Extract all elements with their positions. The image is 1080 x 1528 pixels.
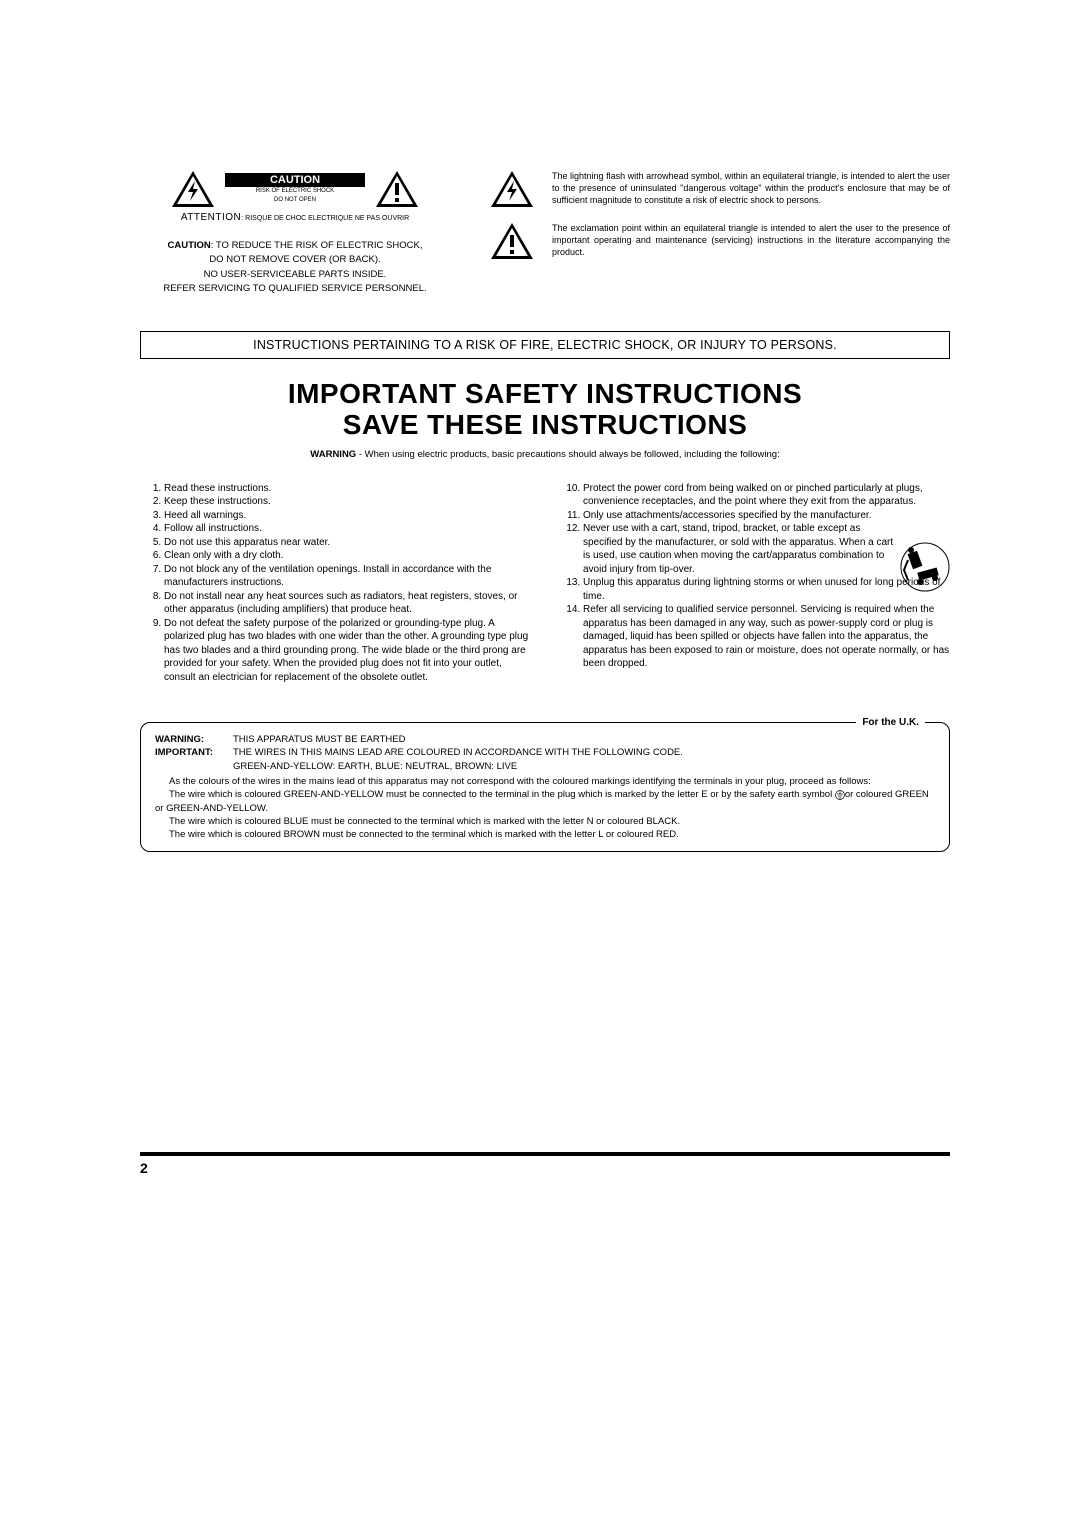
instructions-columns: Read these instructions.Keep these instr… — [140, 482, 950, 685]
caution-paragraph: CAUTION: TO REDUCE THE RISK OF ELECTRIC … — [140, 239, 450, 296]
instruction-item: Clean only with a dry cloth. — [164, 549, 531, 563]
instruction-item: Keep these instructions. — [164, 495, 531, 509]
uk-label: For the U.K. — [856, 716, 925, 730]
attention-word: ATTENTION — [181, 212, 241, 223]
uk-important-line1: THE WIRES IN THIS MAINS LEAD ARE COLOURE… — [233, 747, 683, 758]
instruction-item: Do not block any of the ventilation open… — [164, 563, 531, 590]
main-heading: IMPORTANT SAFETY INSTRUCTIONS SAVE THESE… — [140, 379, 950, 441]
footer-rule — [140, 1152, 950, 1156]
uk-box: For the U.K. WARNING: THIS APPARATUS MUS… — [140, 722, 950, 852]
uk-important-label: IMPORTANT: — [155, 746, 227, 773]
uk-code-line: GREEN-AND-YELLOW: EARTH, BLUE: NEUTRAL, … — [233, 761, 517, 772]
bolt-icon — [171, 170, 215, 208]
caution-label: CAUTION — [225, 173, 365, 187]
cart-tip-icon — [900, 540, 950, 595]
warning-lead: WARNING — [310, 449, 356, 460]
warning-text: - When using electric products, basic pr… — [356, 449, 780, 460]
instruction-item: Do not defeat the safety purpose of the … — [164, 617, 531, 685]
instruction-item: Protect the power cord from being walked… — [583, 482, 950, 509]
earth-icon — [835, 790, 845, 800]
uk-p2: The wire which is coloured GREEN-AND-YEL… — [155, 788, 935, 815]
uk-p3: The wire which is coloured BLUE must be … — [155, 815, 935, 828]
attention-rest: : RISQUE DE CHOC ELECTRIQUE NE PAS OUVRI… — [241, 215, 409, 222]
uk-warning-text: THIS APPARATUS MUST BE EARTHED — [233, 733, 935, 746]
instruction-item: Refer all servicing to qualified service… — [583, 603, 950, 671]
uk-p2a: The wire which is coloured GREEN-AND-YEL… — [169, 789, 835, 800]
uk-important-text: THE WIRES IN THIS MAINS LEAD ARE COLOURE… — [233, 746, 935, 773]
instruction-item: Read these instructions. — [164, 482, 531, 496]
uk-important-row: IMPORTANT: THE WIRES IN THIS MAINS LEAD … — [155, 746, 935, 773]
exclamation-icon — [490, 222, 534, 260]
caution-para-l3: NO USER-SERVICEABLE PARTS INSIDE. — [204, 269, 387, 280]
instruction-item: Heed all warnings. — [164, 509, 531, 523]
warning-line: WARNING - When using electric products, … — [140, 449, 950, 460]
caution-left: CAUTION RISK OF ELECTRIC SHOCK DO NOT OP… — [140, 170, 450, 296]
bolt-description: The lightning flash with arrowhead symbo… — [552, 170, 950, 206]
caution-risk1: RISK OF ELECTRIC SHOCK — [225, 187, 365, 196]
bolt-description-row: The lightning flash with arrowhead symbo… — [490, 170, 950, 208]
instruction-item: Unplug this apparatus during lightning s… — [583, 576, 950, 603]
instructions-left-col: Read these instructions.Keep these instr… — [140, 482, 531, 685]
instructions-right-col: Protect the power cord from being walked… — [559, 482, 950, 685]
caution-para-l4: REFER SERVICING TO QUALIFIED SERVICE PER… — [163, 283, 426, 294]
uk-p4: The wire which is coloured BROWN must be… — [155, 828, 935, 841]
exclamation-description-row: The exclamation point within an equilate… — [490, 222, 950, 260]
instruction-item: Never use with a cart, stand, tripod, br… — [583, 522, 950, 576]
heading-line2: SAVE THESE INSTRUCTIONS — [140, 410, 950, 441]
instruction-item: Only use attachments/accessories specifi… — [583, 509, 950, 523]
instruction-item: Follow all instructions. — [164, 522, 531, 536]
caution-label-block: CAUTION RISK OF ELECTRIC SHOCK DO NOT OP… — [225, 173, 365, 204]
caution-para-l1: : TO REDUCE THE RISK OF ELECTRIC SHOCK, — [211, 240, 423, 251]
instructions-banner: INSTRUCTIONS PERTAINING TO A RISK OF FIR… — [140, 331, 950, 359]
attention-line: ATTENTION: RISQUE DE CHOC ELECTRIQUE NE … — [140, 212, 450, 223]
caution-para-l2: DO NOT REMOVE COVER (OR BACK). — [209, 254, 380, 265]
uk-warning-row: WARNING: THIS APPARATUS MUST BE EARTHED — [155, 733, 935, 746]
exclamation-description: The exclamation point within an equilate… — [552, 222, 950, 258]
uk-p1: As the colours of the wires in the mains… — [155, 775, 935, 788]
caution-risk2: DO NOT OPEN — [225, 196, 365, 205]
caution-right: The lightning flash with arrowhead symbo… — [490, 170, 950, 296]
exclamation-icon — [375, 170, 419, 208]
page-number: 2 — [140, 1160, 950, 1176]
instruction-item: Do not install near any heat sources suc… — [164, 590, 531, 617]
heading-line1: IMPORTANT SAFETY INSTRUCTIONS — [140, 379, 950, 410]
caution-para-lead: CAUTION — [168, 240, 211, 251]
uk-body: As the colours of the wires in the mains… — [155, 775, 935, 841]
instruction-item: Do not use this apparatus near water. — [164, 536, 531, 550]
safety-page: CAUTION RISK OF ELECTRIC SHOCK DO NOT OP… — [0, 0, 1080, 1236]
caution-section: CAUTION RISK OF ELECTRIC SHOCK DO NOT OP… — [140, 170, 950, 296]
uk-warning-label: WARNING: — [155, 733, 227, 746]
caution-triangle-row: CAUTION RISK OF ELECTRIC SHOCK DO NOT OP… — [140, 170, 450, 208]
bolt-icon — [490, 170, 534, 208]
